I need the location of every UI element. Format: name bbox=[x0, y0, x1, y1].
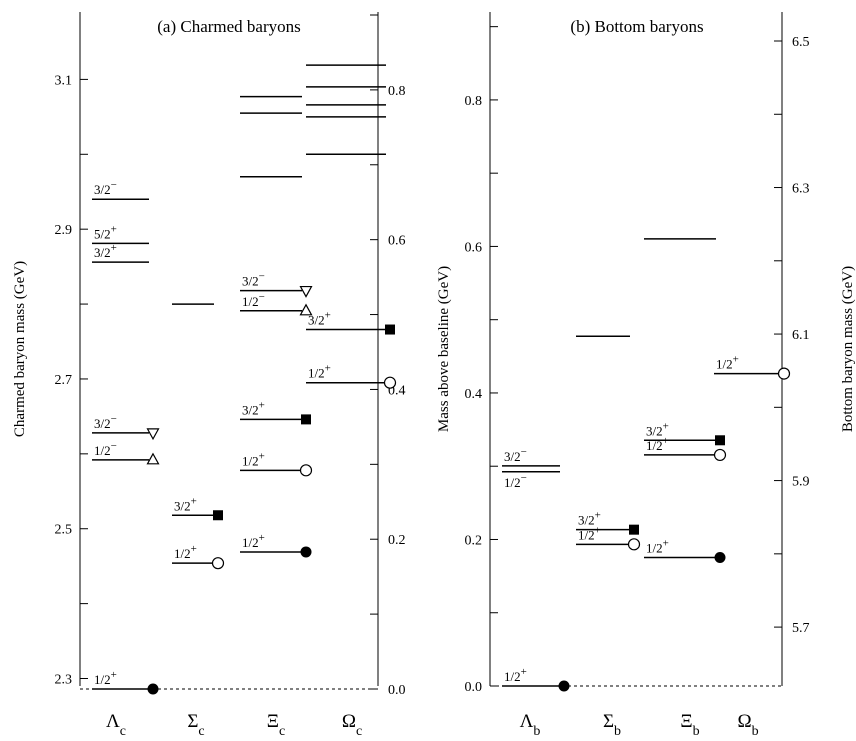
jp-label: 1/2+ bbox=[242, 450, 265, 468]
left-axis-tick-label: 2.3 bbox=[55, 673, 73, 688]
panel-title: (a) Charmed baryons bbox=[157, 17, 301, 36]
level-marker-filled-circle bbox=[300, 546, 312, 558]
jp-label: 1/2− bbox=[242, 291, 265, 309]
level-marker-filled-circle bbox=[558, 680, 570, 692]
level-marker-filled-circle bbox=[147, 683, 159, 695]
level-marker-filled-square bbox=[385, 324, 395, 335]
left-axis-tick-label: 0.0 bbox=[465, 680, 483, 695]
level-marker-triangle-down bbox=[146, 428, 160, 441]
level-marker-filled-circle bbox=[714, 552, 726, 564]
category-label-3: Ωb bbox=[737, 711, 758, 739]
level-marker-triangle-up bbox=[146, 452, 160, 465]
jp-label: 5/2+ bbox=[94, 223, 117, 241]
jp-label: 1/2− bbox=[504, 472, 527, 490]
left-axis-tick-label: 0.4 bbox=[465, 387, 483, 402]
jp-label: 3/2− bbox=[242, 271, 265, 289]
right-axis-tick-label: 5.9 bbox=[792, 475, 810, 490]
level-marker-open-circle bbox=[713, 448, 727, 462]
right-axis-tick-label: 0.2 bbox=[388, 533, 406, 548]
right-axis-tick-label: 0.0 bbox=[388, 683, 406, 698]
category-label-1: Σc bbox=[187, 711, 204, 739]
right-axis-tick-label: 0.6 bbox=[388, 234, 406, 249]
left-axis-tick-label: 2.5 bbox=[55, 523, 73, 538]
left-axis-title: Charmed baryon mass (GeV) bbox=[12, 261, 28, 437]
jp-label: 3/2+ bbox=[308, 310, 331, 328]
level-marker-triangle-up bbox=[299, 303, 313, 316]
jp-label: 3/2+ bbox=[174, 495, 197, 513]
level-marker-open-circle bbox=[627, 538, 641, 551]
level-marker-open-circle bbox=[383, 376, 397, 389]
level-marker-open-circle bbox=[211, 557, 225, 570]
right-axis-tick-label: 0.8 bbox=[388, 84, 406, 99]
level-marker-open-circle bbox=[299, 464, 313, 477]
level-marker-open-circle bbox=[777, 367, 791, 380]
level-marker-filled-square bbox=[715, 435, 725, 446]
jp-label: 1/2+ bbox=[504, 666, 527, 684]
jp-label: 3/2− bbox=[504, 446, 527, 464]
jp-label: 3/2+ bbox=[578, 510, 601, 528]
category-label-1: Σb bbox=[603, 711, 621, 739]
level-marker-filled-square bbox=[629, 524, 639, 535]
jp-label: 1/2+ bbox=[716, 354, 739, 372]
left-axis-tick-label: 2.7 bbox=[55, 373, 73, 388]
panel-title: (b) Bottom baryons bbox=[570, 17, 703, 36]
category-label-0: Λc bbox=[106, 711, 126, 739]
left-axis-tick-label: 2.9 bbox=[55, 223, 73, 238]
jp-label: 3/2+ bbox=[646, 420, 669, 438]
jp-label: 3/2+ bbox=[94, 242, 117, 260]
left-axis-tick-label: 0.2 bbox=[465, 533, 483, 548]
level-marker-triangle-down bbox=[299, 285, 313, 298]
jp-label: 1/2+ bbox=[174, 543, 197, 561]
right-axis-tick-label: 5.7 bbox=[792, 621, 810, 636]
right-axis-tick-label: 6.5 bbox=[792, 35, 810, 50]
category-label-0: Λb bbox=[520, 711, 541, 739]
right-axis-title: Bottom baryon mass (GeV) bbox=[840, 266, 856, 432]
jp-label: 3/2+ bbox=[242, 399, 265, 417]
jp-label: 3/2− bbox=[94, 179, 117, 197]
jp-label: 1/2+ bbox=[646, 538, 669, 556]
jp-label: 1/2+ bbox=[308, 363, 331, 381]
category-label-3: Ωc bbox=[342, 711, 362, 739]
jp-label: 3/2− bbox=[94, 413, 117, 431]
right-axis-tick-label: 6.3 bbox=[792, 182, 810, 197]
left-axis-tick-label: 3.1 bbox=[55, 73, 73, 88]
left-axis-tick-label: 0.6 bbox=[465, 240, 483, 255]
jp-label: 1/2− bbox=[94, 440, 117, 458]
level-marker-filled-square bbox=[301, 414, 311, 425]
category-label-2: Ξc bbox=[267, 711, 285, 739]
right-axis-title: Mass above baseline (GeV) bbox=[436, 266, 452, 432]
right-axis-tick-label: 6.1 bbox=[792, 328, 810, 343]
jp-label: 1/2+ bbox=[242, 532, 265, 550]
jp-label: 1/2+ bbox=[94, 669, 117, 687]
level-marker-filled-square bbox=[213, 510, 223, 521]
left-axis-tick-label: 0.8 bbox=[465, 94, 483, 109]
category-label-2: Ξb bbox=[680, 711, 699, 739]
